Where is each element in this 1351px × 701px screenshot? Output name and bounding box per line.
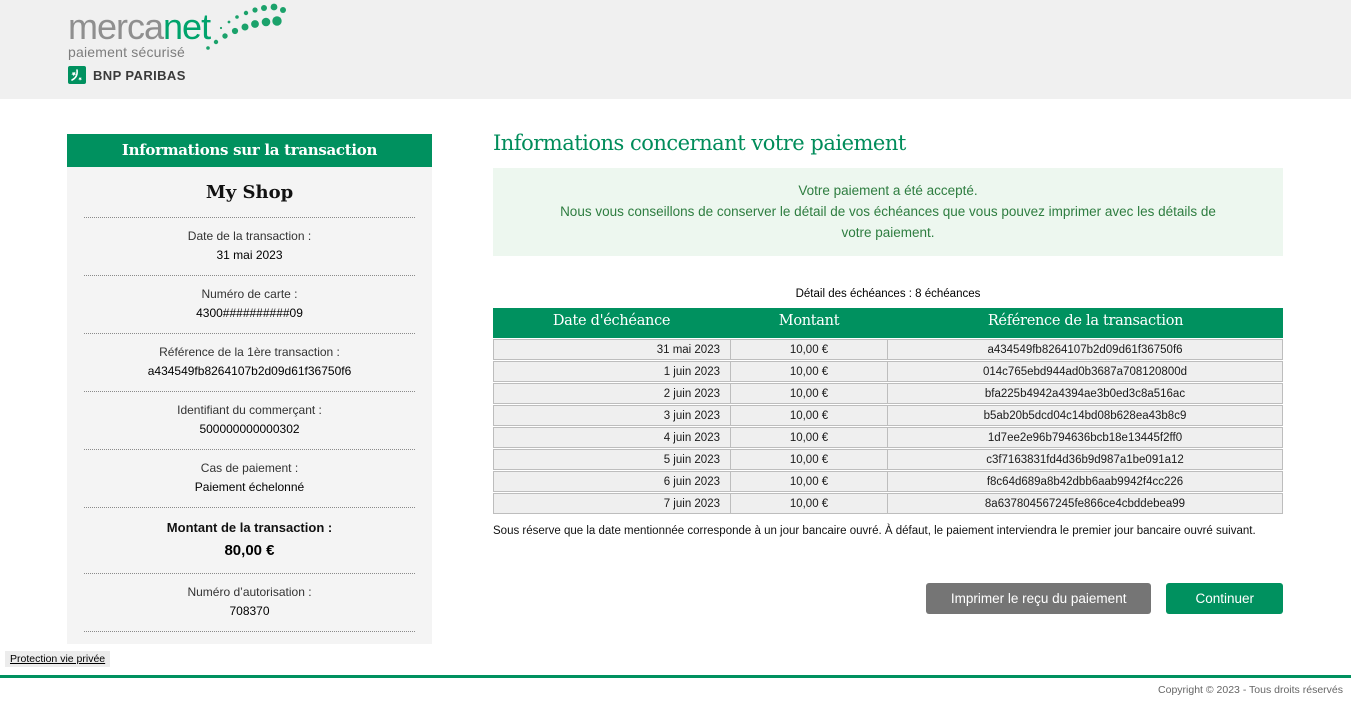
field-value: 500000000000302 (199, 422, 300, 436)
table-row: 2 juin 2023 10,00 € bfa225b4942a4394ae3b0e… (493, 383, 1283, 404)
cell-amount: 10,00 € (730, 405, 888, 426)
field-authorization-number: Numéro d’autorisation : 708370 (67, 574, 432, 631)
field-value: 4300##########09 (196, 306, 303, 320)
message-line-1: Votre paiement a été accepté. (798, 183, 978, 198)
divider (84, 217, 415, 218)
footer-divider (0, 675, 1351, 678)
cell-reference: bfa225b4942a4394ae3b0ed3c8a516ac (888, 383, 1283, 404)
cell-amount: 10,00 € (730, 339, 888, 360)
divider (84, 573, 415, 574)
print-receipt-button[interactable]: Imprimer le reçu du paiement (925, 582, 1152, 614)
table-row: 7 juin 2023 10,00 €8a637804567245fe866ce4… (493, 493, 1283, 514)
table-row: 3 juin 2023 10,00 € b5ab20b5dcd04c14bd08b6… (493, 405, 1283, 426)
table-row: 4 juin 2023 10,00 €1d7ee2e96b794636bcb18e… (493, 427, 1283, 448)
cell-amount: 10,00 € (730, 361, 888, 382)
field-label: Identifiant du commerçant : (177, 403, 322, 417)
continue-button[interactable]: Continuer (1166, 582, 1283, 614)
cell-reference: c3f7163831fd4d36b9d987a1be091a12 (888, 449, 1283, 470)
bank-day-note: Sous réserve que la date mentionnée corr… (493, 525, 1256, 537)
bnp-stars-icon (68, 66, 86, 84)
divider (84, 275, 415, 276)
logo-subtitle: paiement sécurisé (68, 44, 186, 60)
payment-accepted-message: Votre paiement a été accepté. Nous vous … (493, 168, 1283, 256)
top-banner: mercanet paiement sécurisé (0, 0, 1351, 99)
table-row: 31 mai 2023 10,00 € a434549fb8264107b2d09d… (493, 339, 1283, 360)
divider (84, 631, 415, 632)
cell-amount: 10,00 € (730, 471, 888, 492)
divider (84, 507, 415, 508)
field-payment-case: Cas de paiement : Paiement échelonné (67, 450, 432, 507)
cell-due-date: 6 juin 2023 (493, 471, 730, 492)
field-transaction-date: Date de la transaction : 31 mai 2023 (67, 218, 432, 275)
cell-amount: 10,00 € (730, 449, 888, 470)
cell-due-date: 2 juin 2023 (493, 383, 730, 404)
bnp-paribas-logo: BNP PARIBAS (68, 66, 210, 84)
cell-reference: f8c64d689a8b42dbb6aab9942f4cc226 (888, 471, 1283, 492)
page-title: Informations concernant votre paiement (493, 131, 906, 155)
cell-due-date: 1 juin 2023 (493, 361, 730, 382)
copyright-text: Copyright © 2023 - Tous droits réservés (1158, 684, 1343, 696)
cell-reference: 1d7ee2e96b794636bcb18e13445f2ff0 (888, 427, 1283, 448)
field-value: a434549fb8264107b2d09d61f36750f6 (147, 364, 352, 378)
message-line-2: Nous vous conseillons de conserver le dé… (560, 204, 1216, 240)
cell-due-date: 3 juin 2023 (493, 405, 730, 426)
field-merchant-id: Identifiant du commerçant : 500000000000… (67, 392, 432, 449)
logo-text-green: net (163, 6, 211, 47)
field-label: Cas de paiement : (200, 461, 299, 475)
mercanet-logo: mercanet paiement sécurisé (68, 3, 286, 84)
cell-due-date: 7 juin 2023 (493, 493, 730, 514)
cell-amount: 10,00 € (730, 427, 888, 448)
transaction-info-panel: Informations sur la transaction My Shop … (67, 134, 432, 644)
divider (84, 391, 415, 392)
field-label: Numéro de carte : (201, 287, 298, 301)
divider (84, 333, 415, 334)
table-header-row: Date d'échéance Montant Référence de la … (493, 308, 1283, 338)
field-value: Paiement échelonné (194, 480, 305, 494)
cell-reference: b5ab20b5dcd04c14bd08b628ea43b8c9 (888, 405, 1283, 426)
field-label: Numéro d’autorisation : (187, 585, 312, 599)
mercanet-wordmark: mercanet (68, 6, 211, 47)
field-card-number: Numéro de carte : 4300##########09 (67, 276, 432, 333)
cell-reference: 8a637804567245fe866ce4cbddebea99 (888, 493, 1283, 514)
field-value: 31 mai 2023 (216, 248, 283, 262)
table-row: 6 juin 2023 10,00 € f8c64d689a8b42dbb6aab9… (493, 471, 1283, 492)
cell-due-date: 31 mai 2023 (493, 339, 730, 360)
installments-table: Date d'échéance Montant Référence de la … (493, 307, 1283, 515)
installments-caption: Détail des échéances : 8 échéances (795, 288, 981, 300)
field-label: Référence de la 1ère transaction : (159, 345, 340, 359)
cell-reference: 014c765ebd944ad0b3687a708120800d (888, 361, 1283, 382)
cell-reference: a434549fb8264107b2d09d61f36750f6 (888, 339, 1283, 360)
amount-value: 80,00 € (224, 542, 275, 559)
divider (84, 449, 415, 450)
column-header-amount: Montant (730, 308, 888, 338)
cell-amount: 10,00 € (730, 383, 888, 404)
cell-due-date: 5 juin 2023 (493, 449, 730, 470)
column-header-reference: Référence de la transaction (888, 308, 1283, 338)
field-transaction-amount: Montant de la transaction : 80,00 € (67, 508, 432, 573)
shop-name: My Shop (205, 182, 294, 203)
table-row: 5 juin 2023 10,00 € c3f7163831fd4d36b9d987… (493, 449, 1283, 470)
field-first-transaction-ref: Référence de la 1ère transaction : a4345… (67, 334, 432, 391)
page-footer: Protection vie privée Copyright © 2023 -… (0, 649, 1351, 701)
table-row: 1 juin 2023 10,00 €014c765ebd944ad0b3687a… (493, 361, 1283, 382)
field-label: Date de la transaction : (187, 229, 312, 243)
payment-info-section: Informations concernant votre paiement V… (493, 131, 1283, 644)
column-header-due-date: Date d'échéance (493, 308, 730, 338)
privacy-link[interactable]: Protection vie privée (5, 651, 111, 667)
bnp-name: BNP PARIBAS (93, 67, 186, 83)
dots-swirl-icon (206, 3, 286, 50)
sidebar-title: Informations sur la transaction (67, 134, 432, 167)
cell-due-date: 4 juin 2023 (493, 427, 730, 448)
cell-amount: 10,00 € (730, 493, 888, 514)
logo-text-gray: merca (68, 6, 164, 47)
field-value: 708370 (229, 604, 270, 618)
amount-label: Montant de la transaction : (166, 520, 333, 535)
